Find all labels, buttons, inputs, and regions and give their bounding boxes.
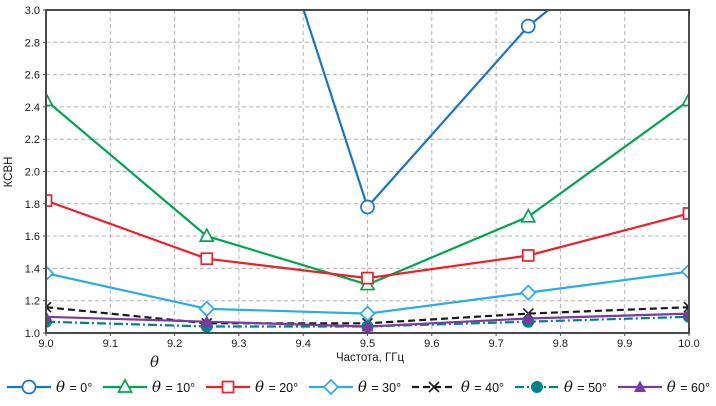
data-point-marker-triangle-filled [683, 307, 689, 319]
legend-label: θ = 10° [152, 378, 196, 396]
y-tick-label: 1.0 [25, 328, 40, 340]
data-point-marker-diamond-open [46, 265, 55, 282]
data-point-marker-diamond-open [520, 284, 537, 301]
data-point-marker-diamond-open [198, 300, 215, 317]
data-point-marker-triangle-filled [200, 315, 213, 327]
data-point-marker-circle-open [21, 379, 37, 395]
data-point-marker-triangle-filled [361, 320, 374, 332]
legend-item-4: θ = 40° [411, 377, 504, 397]
y-tick-label: 2.8 [25, 37, 40, 49]
data-point-marker-x [428, 381, 440, 393]
legend-item-5: θ = 50° [514, 377, 607, 397]
x-tick-label: 9.7 [488, 338, 503, 350]
legend-item-2: θ = 20° [205, 377, 298, 397]
legend-title: θ [150, 353, 159, 368]
data-point-marker-circle-filled [530, 381, 543, 393]
data-point-marker-triangle-open [520, 207, 537, 223]
data-point-marker-square-open [46, 194, 53, 207]
series-3 [46, 263, 689, 322]
data-point-marker-x [683, 301, 689, 309]
legend-label: θ = 20° [254, 378, 299, 396]
data-point-marker-x [683, 306, 689, 313]
y-axis-title: КСВН [3, 157, 15, 188]
series-line [302, 10, 551, 210]
data-point-marker-circle-open [520, 18, 536, 34]
y-tick-label: 2.4 [25, 102, 40, 114]
data-point-marker-circle-open [360, 199, 375, 215]
x-tick-label: 9.4 [296, 338, 311, 350]
data-point-marker-diamond-open [322, 378, 340, 396]
legend-swatch [7, 379, 51, 395]
y-tick-label: 1.6 [25, 231, 40, 243]
legend-item-6: θ = 60° [617, 377, 710, 397]
data-point-marker-square-open [200, 252, 214, 266]
legend-item-3: θ = 30° [308, 377, 401, 397]
legend-swatch [514, 381, 559, 393]
legend-swatch [617, 380, 662, 392]
data-point-marker-square-open [361, 271, 374, 285]
data-point-marker-triangle-open [681, 91, 689, 107]
data-point-marker-square-open [521, 249, 535, 262]
x-tick-label: 9.2 [167, 338, 182, 350]
y-tick-label: 1.4 [25, 263, 40, 275]
data-point-marker-square-open [682, 207, 689, 220]
series-6 [46, 307, 689, 332]
x-tick-label: 9.6 [424, 338, 439, 350]
plot-area: 9.0 9.1 9.2 9.3 9.4 9.5 9.6 9.7 9.8 9.9 10.0 1.0 1.2… [3, 5, 700, 371]
legend-label: θ = 60° [666, 378, 710, 396]
legend-item-0: θ = 0° [6, 377, 92, 397]
y-tick-label: 1.2 [25, 296, 40, 308]
data-point-marker-triangle-filled [522, 311, 535, 324]
legend-label: θ = 40° [460, 378, 505, 396]
y-tick-label: 1.8 [25, 199, 40, 211]
data-point-marker-triangle-filled [633, 380, 646, 392]
x-tick-label: 9.9 [617, 338, 632, 350]
data-point-marker-square-open [221, 380, 235, 394]
x-tick-label: 9.3 [231, 338, 246, 350]
y-tick-label: 2.2 [25, 134, 40, 146]
legend-item-1: θ = 10° [102, 377, 195, 397]
y-tick-label: 3.0 [25, 5, 40, 17]
x-tick-label: 9.0 [38, 338, 53, 350]
data-point-marker-x [46, 301, 52, 309]
legend-label: θ = 0° [56, 378, 93, 396]
data-point-marker-x [46, 306, 52, 313]
data-point-marker-diamond-open [680, 263, 689, 280]
legend-label: θ = 50° [563, 378, 607, 396]
data-point-marker-triangle-filled [46, 310, 52, 322]
x-tick-label: 9.1 [103, 338, 118, 350]
chart-legend: θ = 0° θ = 10° θ = 20° θ = 30° θ = 40° θ = 50… [0, 368, 716, 406]
legend-label: θ = 30° [357, 378, 402, 396]
data-point-marker-triangle-open [117, 378, 133, 393]
data-point-marker-triangle-open [198, 227, 215, 242]
x-tick-label: 9.5 [360, 338, 375, 350]
legend-swatch [308, 378, 353, 396]
x-tick-label: 10.0 [678, 338, 699, 350]
data-point-marker-triangle-open [46, 91, 54, 107]
series-line [46, 315, 689, 328]
series-0 [302, 10, 551, 215]
y-tick-label: 2.0 [25, 167, 40, 179]
legend-swatch [205, 380, 250, 394]
x-axis-title: Частота, ГГц [336, 352, 404, 364]
legend-swatch [103, 378, 147, 393]
x-tick-label: 9.8 [553, 338, 568, 350]
series-2 [46, 194, 689, 285]
y-tick-label: 2.6 [25, 70, 40, 82]
legend-swatch [411, 381, 456, 393]
